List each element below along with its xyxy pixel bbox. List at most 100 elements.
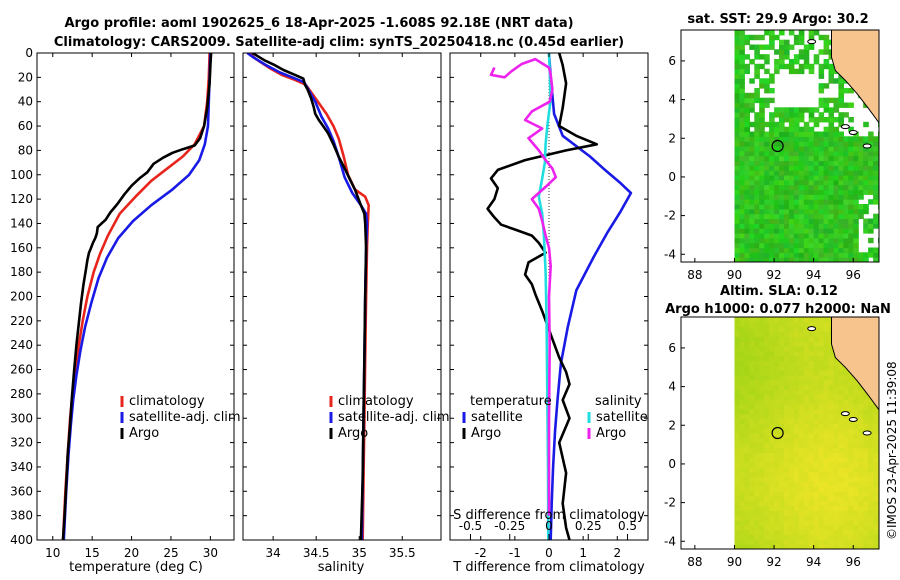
map-cell: [779, 442, 785, 449]
map-cell: [808, 126, 815, 133]
map-cell: [828, 539, 834, 545]
map-cell: [784, 471, 790, 478]
map-cell: [843, 423, 849, 429]
map-cell: [868, 500, 874, 507]
map-cell: [793, 384, 800, 391]
map-cell: [793, 505, 800, 511]
map-cell: [788, 534, 795, 540]
map-cell: [734, 102, 741, 108]
map-cell: [828, 117, 834, 123]
map-cell: [798, 413, 805, 420]
map-cell: [863, 476, 869, 482]
map-cell: [853, 529, 859, 536]
map-cell: [739, 476, 745, 482]
map-cell: [798, 491, 805, 497]
map-cell: [769, 175, 775, 181]
salinity-legend: climatology satellite-adj. clim Argo: [329, 394, 450, 441]
map-cell: [813, 247, 820, 253]
map-cell: [818, 471, 825, 478]
map-cell: [808, 146, 815, 152]
map-cell: [739, 218, 745, 224]
map-cell: [823, 539, 830, 545]
map-cell: [848, 437, 854, 444]
map-cell: [734, 146, 741, 152]
map-cell: [739, 462, 745, 468]
map-cell: [774, 524, 780, 531]
map-cell: [833, 97, 840, 104]
map-cell: [739, 433, 745, 439]
map-cell: [754, 204, 760, 210]
map-cell: [749, 184, 755, 191]
map-cell: [803, 175, 810, 181]
map-cell: [798, 384, 805, 391]
map-cell: [739, 495, 745, 502]
map-cell: [833, 476, 840, 482]
map-cell: [793, 529, 800, 536]
map-cell: [868, 466, 874, 473]
map-cell: [749, 491, 755, 497]
map-cell: [784, 491, 790, 497]
map-cell: [744, 117, 750, 123]
map-cell: [779, 247, 785, 253]
map-cell: [779, 223, 785, 229]
map-cell: [803, 524, 810, 531]
map-cell: [798, 165, 805, 171]
map-cell: [769, 112, 775, 118]
map-cell: [818, 88, 825, 94]
map-cell: [793, 59, 800, 65]
map-cell: [784, 404, 790, 410]
map-cell: [793, 336, 800, 342]
map-cell: [769, 544, 775, 549]
map-cell: [833, 418, 840, 424]
map-cell: [774, 447, 780, 453]
map-cell: [784, 44, 790, 50]
map-cell: [813, 54, 820, 60]
map-cell: [798, 452, 805, 458]
map-cell: [754, 63, 760, 70]
map-cell: [843, 208, 849, 215]
y-tick-label: 40: [18, 95, 33, 109]
map-cell: [759, 102, 765, 108]
map-cell: [779, 360, 785, 366]
map-cell: [759, 539, 765, 545]
map-cell: [788, 433, 795, 439]
map-cell: [803, 471, 810, 478]
map-cell: [863, 150, 869, 157]
map-cell: [739, 237, 745, 244]
map-cell: [833, 247, 840, 253]
map-cell: [759, 233, 765, 239]
map-cell: [818, 346, 825, 352]
map-cell: [808, 34, 815, 41]
map-cell: [774, 466, 780, 473]
map-cell: [759, 155, 765, 162]
map-cell: [858, 150, 864, 157]
series-line-salinity-satellite: [537, 53, 552, 540]
map-cell: [833, 365, 840, 371]
map-cell: [793, 539, 800, 545]
map-cell: [734, 433, 741, 439]
map-cell: [863, 146, 869, 152]
salinity-axes-box: [242, 52, 442, 541]
map-cell: [759, 355, 765, 362]
map-cell: [813, 228, 820, 234]
map-cell: [774, 179, 780, 186]
map-cell: [764, 350, 770, 357]
legend-label-climatology: climatology: [338, 394, 414, 409]
map-cell: [808, 447, 815, 453]
map-cell: [784, 194, 790, 200]
map-cell: [838, 136, 844, 142]
map-cell: [764, 223, 770, 229]
map-cell: [808, 228, 815, 234]
map-cell: [833, 131, 840, 137]
map-cell: [734, 97, 741, 104]
map-cell: [793, 242, 800, 249]
map-cell: [798, 117, 805, 123]
map-cell: [808, 68, 815, 75]
x-tick-label: 10: [45, 546, 60, 560]
map-cell: [779, 355, 785, 362]
map-cell: [798, 34, 805, 41]
map-cell: [759, 360, 765, 366]
map-cell: [749, 59, 755, 65]
map-cell: [828, 408, 834, 415]
map-cell: [798, 404, 805, 410]
